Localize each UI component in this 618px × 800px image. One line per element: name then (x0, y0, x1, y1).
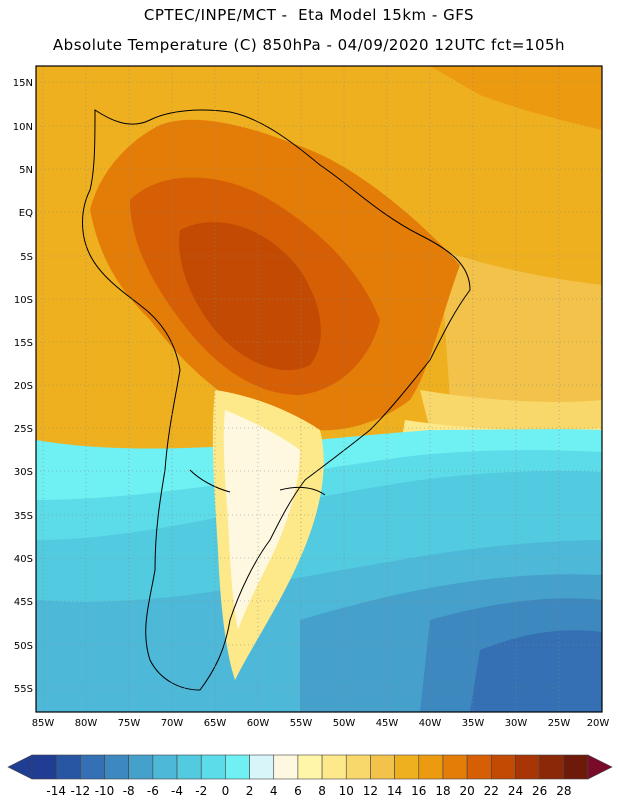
lat-label: 10S (14, 295, 33, 306)
map-border (35, 65, 603, 713)
colorbar-swatch (539, 754, 565, 780)
colorbar-swatch (200, 754, 226, 780)
colorbar-label: 28 (556, 784, 571, 798)
lon-label: 20W (587, 718, 610, 729)
colorbar-label: -4 (171, 784, 183, 798)
lon-label: 25W (548, 718, 571, 729)
colorbar-label: -8 (123, 784, 135, 798)
colorbar-swatch (490, 754, 516, 780)
lat-label: 10N (13, 122, 33, 133)
colorbar-label: -14 (46, 784, 66, 798)
lat-label: EQ (19, 208, 33, 219)
lon-label: 60W (247, 718, 270, 729)
colorbar-swatch (345, 754, 371, 780)
temperature-field (36, 66, 602, 712)
lon-label: 30W (505, 718, 528, 729)
colorbar (7, 754, 613, 780)
colorbar-swatch (273, 754, 299, 780)
colorbar-swatch (31, 754, 57, 780)
colorbar-swatch (515, 754, 540, 780)
lon-label: 40W (419, 718, 442, 729)
colorbar-labels: -14 -12 -10 -8 -6 -4 -2 0 2 4 6 8 10 12 14 16 18 20 22 24 26… (46, 784, 571, 798)
colorbar-swatch (563, 754, 589, 780)
lat-label: 45S (14, 597, 33, 608)
colorbar-label: 6 (294, 784, 302, 798)
lon-label: 55W (290, 718, 313, 729)
lon-label: 70W (161, 718, 184, 729)
lon-label: 65W (204, 718, 227, 729)
lat-label: 5N (19, 165, 33, 176)
colorbar-swatch (394, 754, 420, 780)
colorbar-swatch (225, 754, 250, 780)
lon-label: 85W (32, 718, 55, 729)
colorbar-label: 18 (435, 784, 450, 798)
lon-label: 50W (333, 718, 356, 729)
lat-label: 20S (14, 381, 33, 392)
colorbar-label: 16 (411, 784, 426, 798)
colorbar-min-arrow (7, 754, 33, 780)
colorbar-label: 20 (459, 784, 474, 798)
colorbar-label: 14 (387, 784, 402, 798)
lat-axis: 15N 10N 5N EQ 5S 10S 15S 20S 25S 30S 35S… (13, 78, 33, 695)
lat-label: 5S (20, 252, 33, 263)
lon-label: 35W (462, 718, 485, 729)
colorbar-swatch (176, 754, 202, 780)
colorbar-label: 2 (246, 784, 254, 798)
chart-title-line2: Absolute Temperature (C) 850hPa - 04/09/… (52, 36, 566, 54)
colorbar-swatch (249, 754, 275, 780)
lon-axis: 85W 80W 75W 70W 65W 60W 55W 50W 45W 40W … (32, 718, 610, 729)
colorbar-label: 10 (339, 784, 354, 798)
colorbar-swatch (55, 754, 81, 780)
colorbar-swatch (418, 754, 444, 780)
lat-label: 25S (14, 424, 33, 435)
chart-title-line1: CPTEC/INPE/MCT - Eta Model 15km - GFS (143, 6, 475, 24)
colorbar-swatch (104, 754, 129, 780)
colorbar-label: 22 (484, 784, 499, 798)
coastline (82, 109, 471, 691)
colorbar-label: 0 (222, 784, 230, 798)
colorbar-max-arrow (587, 754, 613, 780)
colorbar-swatch (442, 754, 468, 780)
colorbar-label: -10 (95, 784, 115, 798)
lon-label: 75W (118, 718, 141, 729)
colorbar-label: 8 (318, 784, 326, 798)
colorbar-swatch (370, 754, 395, 780)
lat-label: 35S (14, 511, 33, 522)
lat-label: 15N (13, 78, 33, 89)
colorbar-swatch (297, 754, 323, 780)
lat-label: 15S (14, 338, 33, 349)
colorbar-label: 4 (270, 784, 278, 798)
colorbar-swatch (466, 754, 492, 780)
lon-label: 80W (75, 718, 98, 729)
colorbar-label: -12 (71, 784, 91, 798)
lat-label: 30S (14, 467, 33, 478)
colorbar-swatch (321, 754, 347, 780)
lon-label: 45W (376, 718, 399, 729)
lat-label: 55S (14, 684, 33, 695)
colorbar-label: 26 (532, 784, 547, 798)
colorbar-swatch (152, 754, 178, 780)
lat-label: 50S (14, 641, 33, 652)
lat-label: 40S (14, 554, 33, 565)
colorbar-label: -2 (195, 784, 207, 798)
colorbar-label: 12 (363, 784, 378, 798)
colorbar-swatch (80, 754, 105, 780)
colorbar-label: 24 (508, 784, 523, 798)
colorbar-label: -6 (147, 784, 159, 798)
colorbar-swatch (128, 754, 154, 780)
